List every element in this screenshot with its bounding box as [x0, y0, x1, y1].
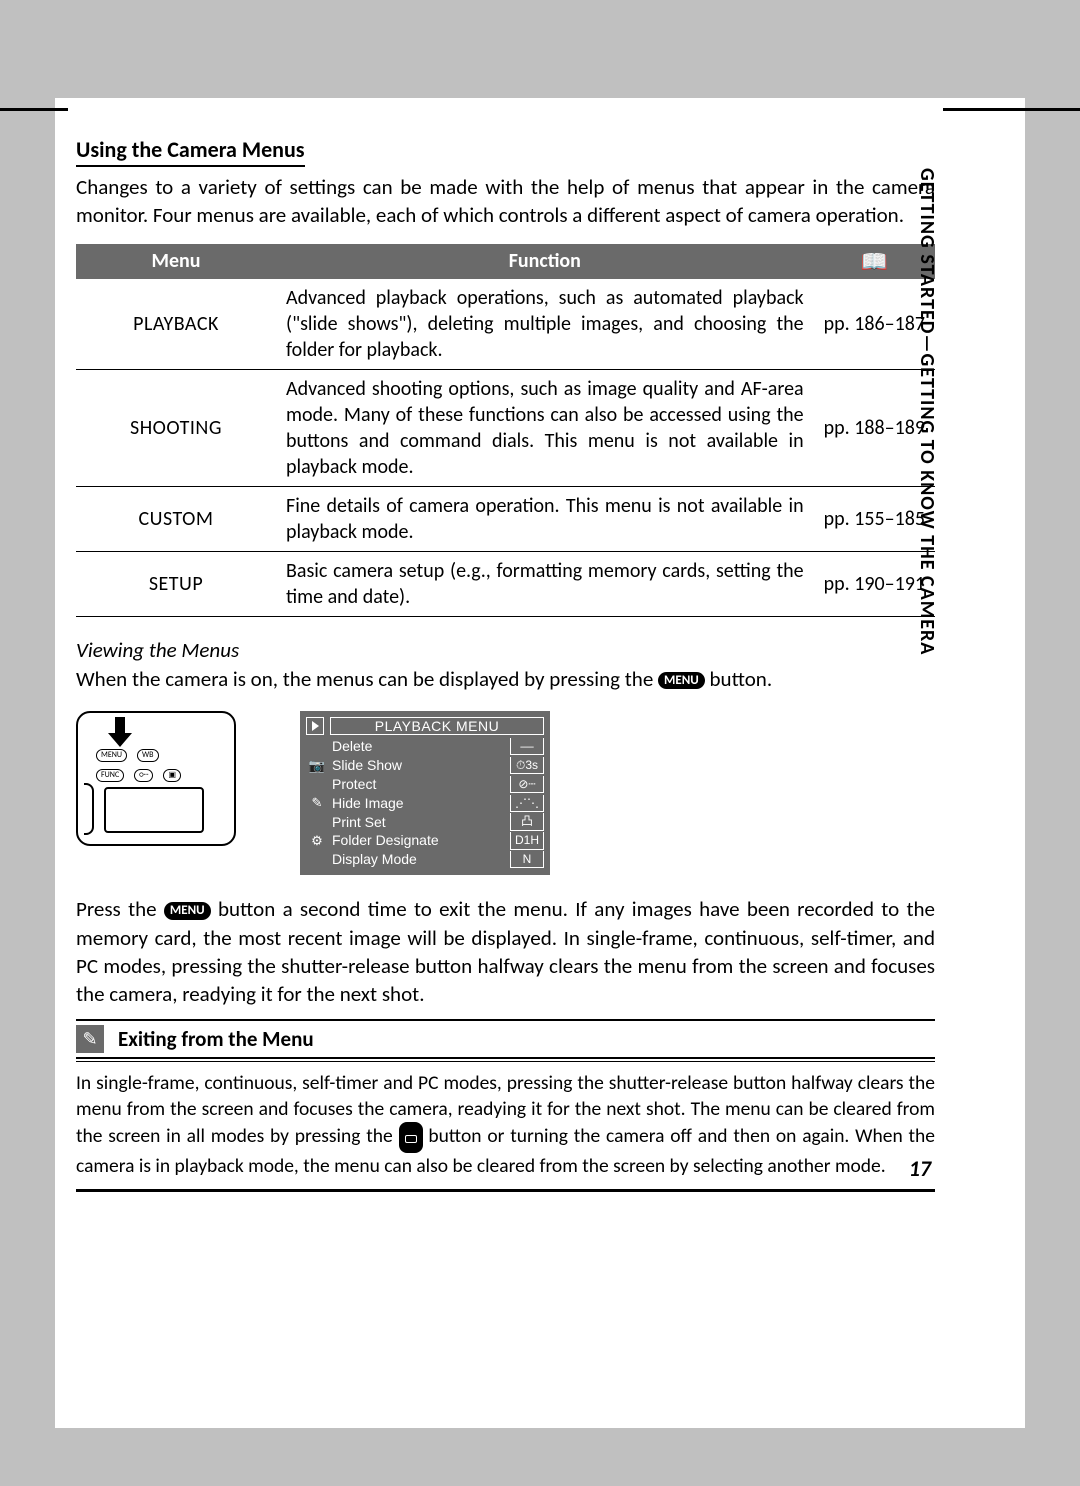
tip-title: Exiting from the Menu	[118, 1026, 314, 1052]
thin-rule	[76, 1061, 935, 1062]
lcd-row: Delete––	[306, 737, 544, 756]
lcd-row-value: ⏱3s	[510, 757, 544, 774]
menu-function-cell: Fine details of camera operation. This m…	[276, 486, 814, 551]
lcd-row-value: ⋰⋱	[510, 795, 544, 812]
camera-lcd-outline	[104, 787, 204, 833]
lcd-row: Print Set凸	[306, 813, 544, 832]
lcd-row-value: ⊘┄	[510, 776, 544, 793]
tip-footer-rule	[76, 1189, 935, 1192]
camera-button-row-2: FUNC ○┄ ▣	[96, 769, 181, 782]
section-intro: Changes to a variety of settings can be …	[76, 173, 935, 230]
pencil-glyph: ✎	[82, 1028, 97, 1050]
camera-thumb-button-label: ▣	[163, 769, 181, 782]
lcd-row-icon: 📷	[306, 757, 328, 775]
lcd-row-value: D1H	[510, 832, 544, 849]
camera-func-button-label: FUNC	[96, 769, 124, 782]
page-number: 17	[909, 1155, 931, 1182]
lcd-row-label: Protect	[328, 775, 510, 794]
col-header-function: Function	[276, 244, 814, 279]
tip-header: ✎ Exiting from the Menu	[76, 1019, 935, 1059]
tip-box: ✎ Exiting from the Menu In single-frame,…	[76, 1019, 935, 1192]
camera-back-diagram: MENU WB FUNC ○┄ ▣	[76, 711, 236, 846]
menu-name-cell: SETUP	[76, 551, 276, 616]
lcd-row: ✎Hide Image⋰⋱	[306, 794, 544, 813]
menu-button-icon: MENU	[164, 902, 211, 920]
lcd-title: PLAYBACK MENU	[330, 717, 544, 735]
side-chapter-label: GETTING STARTED—GETTING TO KNOW THE CAME…	[915, 168, 939, 655]
viewing-text-after: button.	[705, 666, 772, 692]
menu-table: Menu Function 📖 PLAYBACK Advanced playba…	[76, 244, 935, 617]
table-header-row: Menu Function 📖	[76, 244, 935, 279]
figures-row: MENU WB FUNC ○┄ ▣ PLAYBACK MENU Delete––…	[76, 711, 935, 875]
lcd-row-label: Slide Show	[328, 756, 510, 775]
camera-menu-button-label: MENU	[96, 749, 127, 762]
table-row: CUSTOM Fine details of camera operation.…	[76, 486, 935, 551]
subsection-heading: Viewing the Menus	[76, 637, 935, 663]
play-icon	[306, 717, 324, 735]
camera-side-grip	[84, 783, 94, 835]
col-header-menu: Menu	[76, 244, 276, 279]
table-row: PLAYBACK Advanced playback operations, s…	[76, 279, 935, 370]
menu-name-cell: CUSTOM	[76, 486, 276, 551]
tip-body: In single-frame, continuous, self-timer …	[76, 1070, 935, 1179]
camera-button-row-1: MENU WB	[96, 749, 159, 762]
lcd-row-value: 凸	[510, 813, 544, 830]
camera-wb-button-label: WB	[137, 749, 158, 762]
lcd-titlebar: PLAYBACK MENU	[306, 717, 544, 735]
pencil-icon: ✎	[76, 1025, 104, 1053]
monitor-button-icon	[399, 1122, 423, 1152]
lcd-menu-screenshot: PLAYBACK MENU Delete–– 📷Slide Show⏱3s Pr…	[300, 711, 550, 875]
lcd-row-icon: ✎	[306, 794, 328, 812]
menu-function-cell: Advanced shooting options, such as image…	[276, 369, 814, 486]
lcd-row: Display ModeN	[306, 850, 544, 869]
pages-reference-icon: 📖	[861, 248, 888, 275]
lcd-row-label: Hide Image	[328, 794, 510, 813]
viewing-text-before: When the camera is on, the menus can be …	[76, 666, 658, 692]
page-content: Using the Camera Menus Changes to a vari…	[68, 108, 943, 1192]
menu-name-cell: PLAYBACK	[76, 279, 276, 370]
viewing-line: When the camera is on, the menus can be …	[76, 665, 935, 693]
after-text-1: Press the	[76, 896, 164, 922]
lcd-row-value: N	[510, 851, 544, 868]
lcd-row-label: Print Set	[328, 813, 510, 832]
lcd-row-label: Delete	[328, 737, 510, 756]
menu-button-icon: MENU	[658, 672, 705, 690]
lcd-row-label: Display Mode	[328, 850, 510, 869]
lcd-row: Protect⊘┄	[306, 775, 544, 794]
menu-name-cell: SHOOTING	[76, 369, 276, 486]
table-row: SETUP Basic camera setup (e.g., formatti…	[76, 551, 935, 616]
menu-function-cell: Basic camera setup (e.g., formatting mem…	[276, 551, 814, 616]
after-figures-paragraph: Press the MENU button a second time to e…	[76, 895, 935, 1008]
camera-lock-button-label: ○┄	[134, 769, 153, 782]
menu-function-cell: Advanced playback operations, such as au…	[276, 279, 814, 370]
table-row: SHOOTING Advanced shooting options, such…	[76, 369, 935, 486]
section-title: Using the Camera Menus	[76, 136, 305, 167]
lcd-row-icon: ⚙	[306, 832, 328, 850]
lcd-row: ⚙Folder DesignateD1H	[306, 831, 544, 850]
lcd-row-value: ––	[510, 738, 544, 755]
lcd-row-label: Folder Designate	[328, 831, 510, 850]
lcd-row: 📷Slide Show⏱3s	[306, 756, 544, 775]
